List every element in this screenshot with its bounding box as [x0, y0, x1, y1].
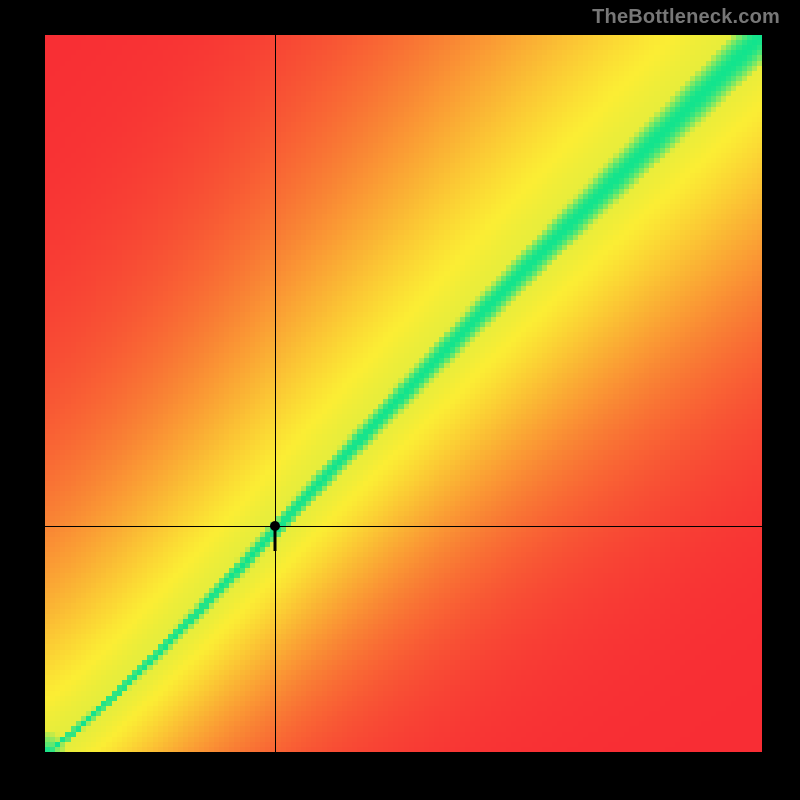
watermark: TheBottleneck.com: [592, 6, 780, 29]
heatmap-plot: [45, 35, 762, 752]
heatmap-canvas: [45, 35, 762, 752]
